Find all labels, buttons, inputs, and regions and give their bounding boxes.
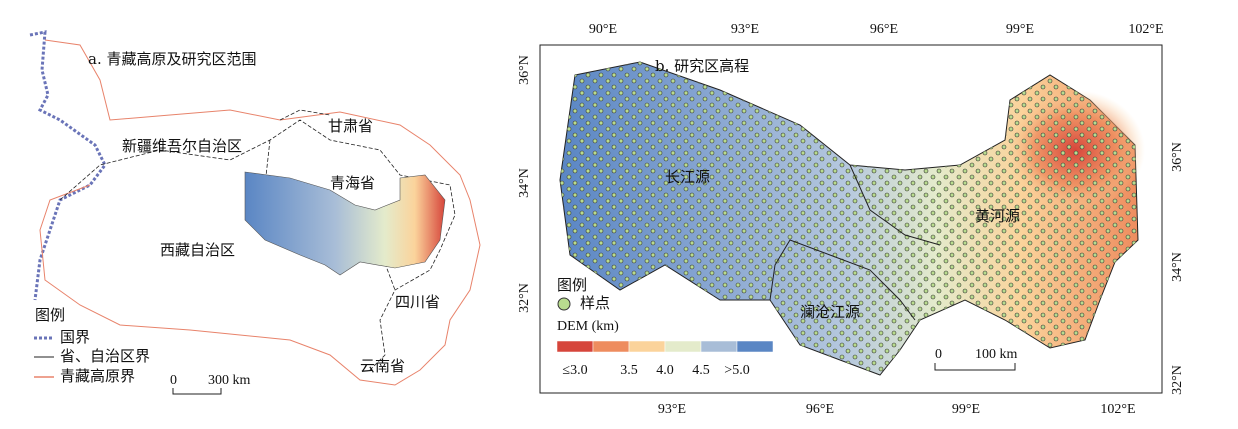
color-box	[592, 340, 630, 353]
sample-points	[560, 62, 1138, 375]
scale-bar	[934, 363, 1016, 371]
panel-b: b. 研究区高程 长江源 澜沧江源 黄河源 90°E 93°E 96°E 99°…	[517, 22, 1185, 417]
region-label: 青海省	[330, 174, 375, 192]
lon-label: 90°E	[589, 22, 617, 37]
region-label: 长江源	[665, 168, 710, 186]
legend-item: 青藏高原界	[60, 367, 135, 385]
scale-bar	[172, 388, 222, 395]
plateau-border	[39, 39, 481, 386]
national-border	[29, 30, 107, 301]
legend-item: 省、自治区界	[60, 347, 150, 365]
color-box	[556, 340, 594, 353]
color-box	[700, 340, 738, 353]
basin-border	[769, 164, 941, 321]
color-label: 3.5	[620, 363, 638, 378]
panel-title: b. 研究区高程	[655, 57, 749, 75]
lon-label: 102°E	[1100, 402, 1135, 417]
lat-label: 32°N	[517, 283, 532, 313]
legend-title: 图例	[557, 276, 587, 294]
lon-label: 99°E	[952, 402, 980, 417]
region-label: 澜沧江源	[800, 303, 860, 321]
color-label: 4.0	[656, 363, 674, 378]
color-label: >5.0	[724, 363, 749, 378]
region-label: 西藏自治区	[160, 241, 235, 259]
lon-label: 93°E	[658, 402, 686, 417]
lat-label: 34°N	[517, 168, 532, 198]
lon-label: 96°E	[870, 22, 898, 37]
region-label: 四川省	[395, 293, 440, 311]
color-label: ≤3.0	[562, 363, 587, 378]
scale-label: 100 km	[975, 347, 1018, 362]
lat-label: 36°N	[517, 55, 532, 85]
legend-item: 国界	[60, 328, 90, 346]
study-area	[244, 171, 446, 276]
color-label: 4.5	[692, 363, 710, 378]
scale-label: 300 km	[208, 373, 251, 388]
top-ticks: 90°E 93°E 96°E 99°E 102°E 93°E 96°E 99°E…	[517, 22, 1185, 417]
colorbar: ≤3.0 3.5 4.0 4.5 >5.0	[556, 340, 774, 378]
lat-label: 32°N	[1170, 365, 1185, 395]
region-label: 黄河源	[975, 207, 1020, 225]
region-label: 新疆维吾尔自治区	[122, 137, 242, 155]
lon-label: 99°E	[1006, 22, 1034, 37]
color-box	[664, 340, 702, 353]
panel-title: a. 青藏高原及研究区范围	[88, 50, 256, 68]
legend-symbol	[557, 297, 571, 311]
lat-label: 36°N	[1170, 142, 1185, 172]
scale-label: 0	[935, 347, 942, 362]
scale-label: 0	[170, 373, 177, 388]
lon-label: 102°E	[1128, 22, 1163, 37]
panel-a: a. 青藏高原及研究区范围 新疆维吾尔自治区 甘肃省 青海省 西藏自治区 四川省…	[29, 30, 481, 395]
color-box	[736, 340, 774, 353]
legend-item: 样点	[580, 294, 610, 312]
legend-title: DEM (km)	[557, 319, 619, 334]
region-label: 云南省	[360, 357, 405, 375]
legend-title: 图例	[35, 306, 65, 324]
lon-label: 96°E	[806, 402, 834, 417]
region-label: 甘肃省	[328, 117, 373, 135]
lon-label: 93°E	[731, 22, 759, 37]
color-box	[628, 340, 666, 353]
lat-label: 34°N	[1170, 252, 1185, 282]
